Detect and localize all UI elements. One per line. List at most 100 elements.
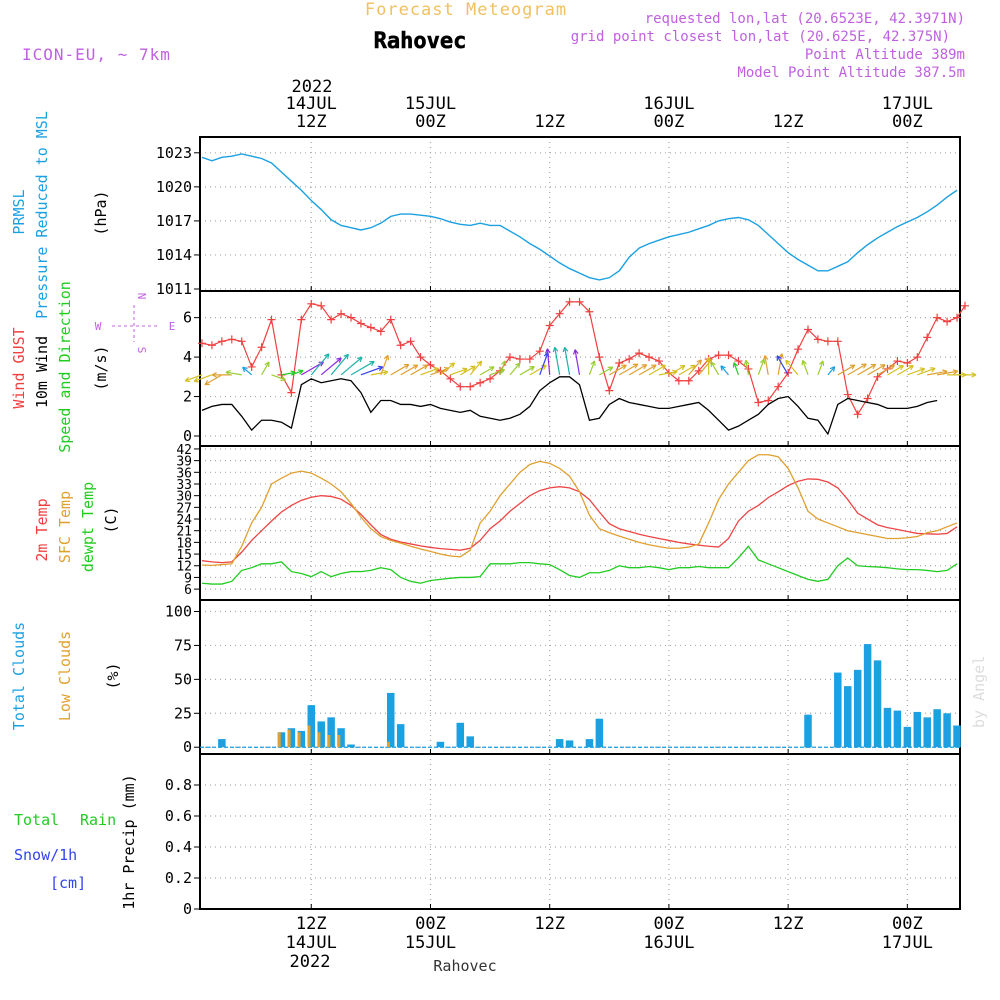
year-label-bottom: 2022 — [290, 952, 331, 972]
bottom-date-label: 15JUL — [405, 933, 456, 953]
wind-arrow-head — [720, 365, 726, 371]
gust-point — [923, 333, 932, 342]
snow-label: Snow/1h — [14, 846, 77, 864]
wind-direction-arrow — [599, 366, 614, 376]
wind-arrow-shaft — [529, 364, 547, 376]
wind-direction-arrow — [330, 353, 349, 376]
wind-direction-arrow — [757, 358, 766, 376]
prmsl-label: PRMSL — [10, 189, 28, 234]
wind-arrow-shaft — [847, 363, 867, 376]
precip-frame — [199, 753, 961, 910]
wind-direction-arrow — [380, 354, 390, 376]
compass-s: S — [135, 347, 148, 354]
wind-arrow-shaft — [757, 359, 765, 376]
temp-unit-label: (C) — [102, 506, 120, 533]
gust-point — [515, 355, 524, 364]
wind-arrow-head — [298, 369, 304, 375]
bottom-hour-label: 12Z — [773, 914, 804, 934]
precip-panel: 0 0.2 0.4 0.6 0.8 — [165, 753, 961, 918]
temp-panel-labels: 2m Temp SFC Temp dewpt Temp (C) — [33, 482, 120, 572]
wind-direction-arrow — [857, 363, 877, 376]
gust-point — [794, 345, 803, 354]
gust-point — [674, 376, 683, 385]
gust-point — [960, 301, 969, 310]
compass-w: W — [95, 320, 102, 333]
gust-point — [337, 309, 346, 318]
temp-ytick-label: 6 — [184, 583, 192, 598]
wind-arrow-head — [952, 369, 958, 375]
wind-arrow-head — [880, 364, 886, 370]
wind-arrow-head — [433, 367, 439, 373]
gust-label: Wind GUST — [10, 327, 28, 408]
wind-arrow-shaft — [225, 371, 242, 376]
wind-arrow-head — [552, 346, 559, 353]
wind-arrow-head — [861, 363, 867, 369]
wind-arrow-head — [357, 356, 363, 363]
gust-point — [545, 321, 554, 330]
gust-point — [714, 351, 723, 360]
gust-point — [247, 362, 256, 371]
wind-arrow-head — [930, 367, 936, 373]
clouds-ytick-label: 50 — [174, 670, 192, 688]
compass-rose: N S W E — [95, 293, 176, 354]
gust-point — [476, 378, 485, 387]
low-cloud-bar — [337, 735, 341, 748]
gust-point — [426, 360, 435, 369]
model-label: ICON-EU, ~ 7km — [22, 45, 171, 64]
gust-point — [684, 376, 693, 385]
wind-arrow-shaft — [827, 366, 836, 376]
footer-location: Rahovec — [433, 957, 496, 975]
wind-arrow-shaft — [430, 367, 450, 376]
wind-arrow-head — [324, 353, 330, 359]
bottom-date-label: 14JUL — [286, 933, 337, 953]
gust-point — [913, 353, 922, 362]
total-cloud-bar — [923, 717, 931, 748]
plot-panels: 1011101410171020102302466912151821242730… — [156, 136, 977, 918]
bottom-hour-label: 00Z — [654, 914, 685, 934]
product-title: Forecast Meteogram — [365, 0, 567, 20]
gust-point — [456, 382, 465, 391]
wind-direction-arrow — [817, 360, 825, 376]
pressure-panel-labels: PRMSL Pressure Reduced to MSL (hPa) — [10, 111, 110, 319]
wind-arrow-head — [829, 366, 836, 372]
wind-arrow-shaft — [310, 353, 330, 376]
wind-direction-arrow — [459, 365, 476, 376]
gust-point — [635, 349, 644, 358]
wind-arrow-shaft — [802, 360, 809, 376]
requested-coords: requested lon,lat (20.6523E, 42.3971N) — [645, 11, 965, 27]
wind-frame — [199, 290, 961, 447]
gust-point — [555, 309, 564, 318]
wind-arrow-shaft — [857, 363, 876, 376]
wind-direction-arrow — [539, 352, 550, 376]
wind-arrow-head — [280, 375, 286, 382]
wind-arrow-shaft — [937, 370, 958, 376]
wind-arrow-head — [515, 362, 521, 369]
total-cloud-bar — [277, 732, 286, 748]
wind-arrow-shaft — [733, 362, 740, 376]
gust-point — [207, 341, 216, 350]
bottom-hour-label: 12Z — [534, 914, 565, 934]
gust-point — [237, 337, 246, 346]
wind-arrow-head — [590, 360, 596, 366]
wind-arrow-head — [264, 361, 270, 368]
wind-ytick-label: 0 — [183, 427, 192, 445]
wind-unit-label: (m/s) — [92, 345, 110, 390]
wind-direction-arrow — [261, 361, 270, 376]
wind-arrow-head — [573, 349, 579, 355]
wind-arrow-shaft — [698, 358, 713, 376]
wind-direction-arrow — [450, 367, 468, 376]
wind-arrow-head — [908, 365, 914, 371]
wind-arrow-head — [651, 364, 657, 370]
wind-arrow-head — [690, 364, 696, 370]
gust-point — [575, 297, 584, 306]
temp-ytick-label: 9 — [184, 571, 192, 586]
total-cloud-bar — [933, 709, 941, 748]
total-cloud-bar — [327, 717, 335, 748]
total-cloud-bar — [843, 686, 852, 748]
wind-direction-arrow — [350, 360, 375, 376]
precip-unit-label: 1hr Precip (mm) — [120, 774, 138, 909]
wind-direction-arrow — [430, 366, 450, 376]
wind-direction-arrow — [390, 363, 410, 376]
wind-arrow-shaft — [745, 360, 749, 375]
gust-point — [396, 341, 405, 350]
